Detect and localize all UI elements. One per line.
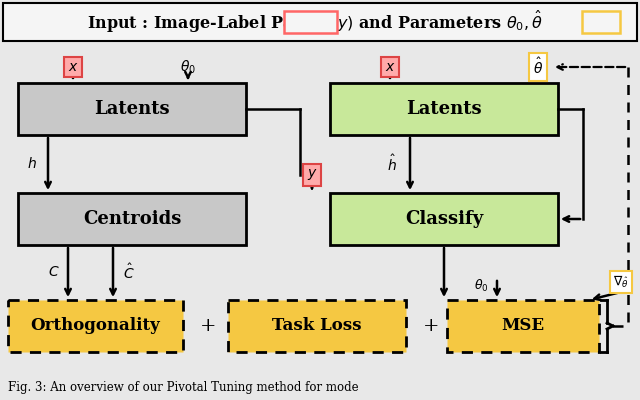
Text: Centroids: Centroids <box>83 210 181 228</box>
Bar <box>18 83 246 135</box>
Text: $\hat{C}$: $\hat{C}$ <box>123 263 135 282</box>
Text: $\nabla_{\hat{\theta}}$: $\nabla_{\hat{\theta}}$ <box>613 274 629 290</box>
Text: Classify: Classify <box>405 210 483 228</box>
Text: Input : Image-Label Pair $(x,y)$ and Parameters $\theta_0, \hat{\theta}$: Input : Image-Label Pair $(x,y)$ and Par… <box>87 9 543 35</box>
Text: $\theta_0$: $\theta_0$ <box>180 58 196 76</box>
Bar <box>330 193 558 245</box>
Text: Task Loss: Task Loss <box>272 318 362 334</box>
Bar <box>284 11 337 33</box>
Bar <box>330 83 558 135</box>
Text: $h$: $h$ <box>27 156 37 172</box>
Bar <box>8 300 183 352</box>
Text: $\theta_0$: $\theta_0$ <box>474 278 488 294</box>
Text: $\hat{h}$: $\hat{h}$ <box>387 154 397 174</box>
Bar <box>447 300 599 352</box>
Text: $x$: $x$ <box>68 60 78 74</box>
Text: MSE: MSE <box>501 318 545 334</box>
Text: +: + <box>200 317 216 335</box>
Text: Latents: Latents <box>94 100 170 118</box>
Bar <box>228 300 406 352</box>
Text: $y$: $y$ <box>307 168 317 182</box>
Text: +: + <box>423 317 439 335</box>
Text: $x$: $x$ <box>385 60 396 74</box>
Bar <box>3 3 637 41</box>
Text: Latents: Latents <box>406 100 482 118</box>
Bar <box>18 193 246 245</box>
Text: $C$: $C$ <box>48 266 60 280</box>
Text: Orthogonality: Orthogonality <box>31 318 161 334</box>
Text: $\hat{\theta}$: $\hat{\theta}$ <box>533 57 543 77</box>
Text: Fig. 3: An overview of our Pivotal Tuning method for mode: Fig. 3: An overview of our Pivotal Tunin… <box>8 382 358 394</box>
Bar <box>582 11 620 33</box>
